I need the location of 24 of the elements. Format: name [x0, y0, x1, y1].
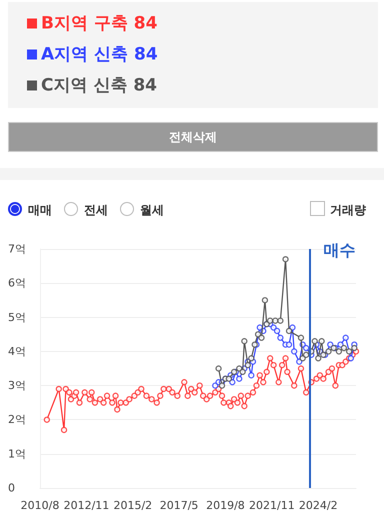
ref-line-label: 매수 [324, 240, 356, 260]
text: 월세 [140, 202, 164, 218]
text: 매매 [28, 202, 52, 218]
legend-label: B지역 구축 84 [41, 14, 158, 34]
y-tick-label: 5억 [8, 310, 26, 324]
x-tick-label: 2021/11 [249, 499, 295, 512]
legend-label: A지역 신축 84 [41, 44, 158, 64]
y-tick-label: 3억 [8, 379, 26, 392]
y-tick-label: 6억 [8, 276, 26, 290]
text: 전세 [84, 202, 108, 218]
y-tick-label: 4억 [8, 344, 26, 358]
x-tick-label: 2017/5 [160, 499, 198, 512]
y-tick-label: 0 [8, 482, 15, 494]
x-tick-label: 2019/8 [206, 499, 245, 512]
legend-label: C지역 신축 84 [41, 76, 158, 96]
text: 전체삭제 [169, 128, 217, 146]
y-tick-label: 1억 [8, 447, 26, 460]
y-tick-label: 7억 [8, 242, 26, 256]
x-tick-label: 2010/8 [20, 499, 60, 512]
y-tick-label: 2억 [8, 413, 26, 426]
x-tick-label: 2012/11 [64, 499, 110, 512]
x-tick-label: 2015/2 [113, 499, 152, 512]
text: 거래량 [330, 202, 366, 218]
x-tick-label: 2024/2 [298, 499, 338, 512]
